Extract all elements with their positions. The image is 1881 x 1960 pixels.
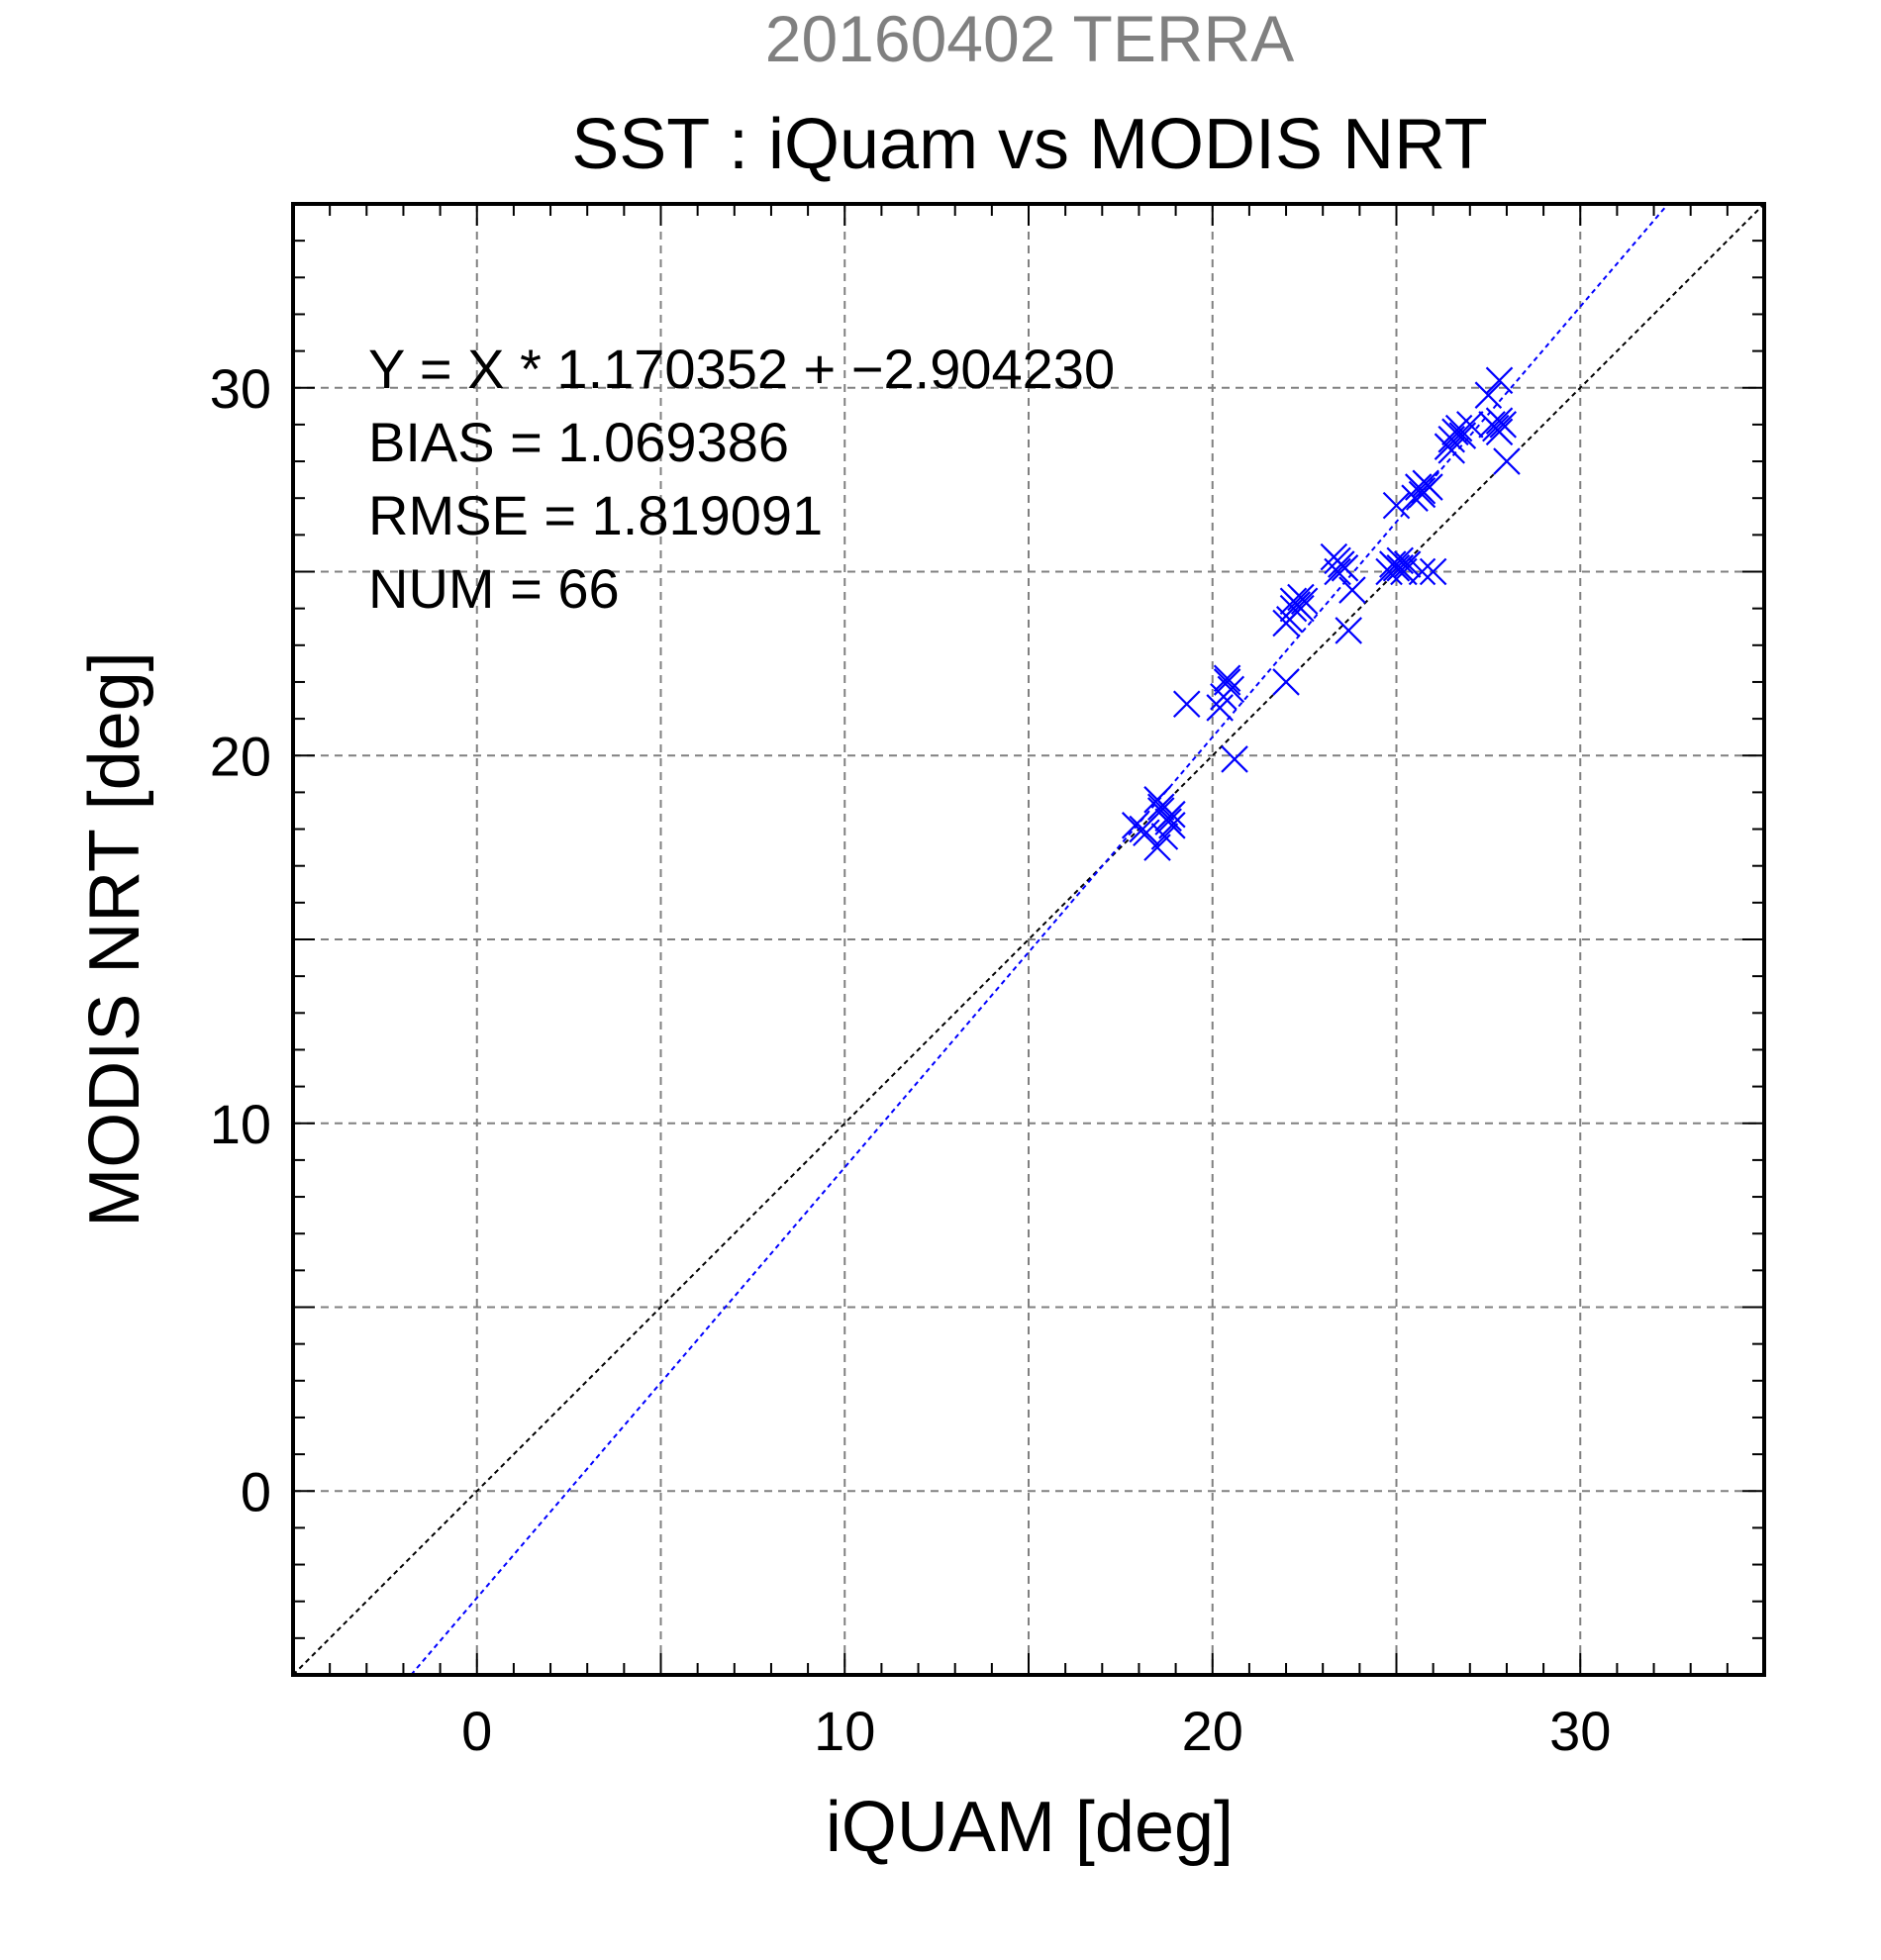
data-point	[1419, 557, 1447, 586]
x-tick-label: 20	[1182, 1700, 1243, 1762]
data-point	[1146, 793, 1175, 822]
data-point	[1213, 664, 1241, 693]
y-tick-label: 0	[241, 1460, 271, 1522]
data-point	[1489, 411, 1518, 439]
data-point	[1444, 414, 1473, 442]
rmse-value: RMSE = 1.819091	[368, 484, 823, 546]
data-point	[1375, 557, 1403, 586]
x-tick-label: 0	[461, 1700, 492, 1762]
data-point	[1331, 554, 1359, 582]
data-point	[1272, 668, 1300, 696]
data-point	[1485, 366, 1514, 395]
data-point	[1386, 554, 1414, 582]
y-tick-label: 20	[210, 725, 271, 787]
data-point	[1485, 418, 1514, 446]
x-tick-label: 30	[1549, 1700, 1611, 1762]
chart-title: SST : iQuam vs MODIS NRT	[571, 105, 1488, 184]
x-axis-label: iQUAM [deg]	[826, 1788, 1234, 1867]
data-point	[1338, 576, 1366, 604]
data-point	[1382, 491, 1411, 520]
data-point	[1437, 437, 1465, 464]
stats-box: Y = X * 1.170352 + −2.904230 BIAS = 1.06…	[368, 338, 1115, 620]
plot-frame	[291, 202, 1766, 1677]
num-value: NUM = 66	[368, 557, 620, 620]
data-point	[1210, 683, 1238, 711]
y-tick-label: 30	[210, 357, 271, 420]
y-tick-label: 10	[210, 1093, 271, 1155]
data-point	[1401, 484, 1429, 512]
data-point	[1275, 606, 1304, 634]
data-point	[1493, 447, 1521, 475]
data-point	[1221, 745, 1248, 773]
data-point	[1324, 557, 1351, 586]
data-point	[1133, 819, 1160, 847]
data-point	[1408, 480, 1436, 509]
reference-lines	[292, 203, 1765, 1676]
data-point	[1154, 808, 1182, 835]
bias-value: BIAS = 1.069386	[368, 411, 789, 473]
chart-top-title: 20160402 TERRA	[765, 2, 1294, 75]
data-points	[1121, 366, 1521, 861]
data-point	[1206, 694, 1234, 722]
data-point	[1382, 554, 1411, 582]
grid-layer	[293, 204, 1764, 1675]
x-tick-label: 10	[814, 1700, 875, 1762]
line-fit	[410, 203, 1669, 1676]
data-point	[1474, 381, 1503, 409]
data-point	[1393, 550, 1422, 578]
fit-equation: Y = X * 1.170352 + −2.904230	[368, 338, 1115, 400]
data-point	[1279, 594, 1308, 623]
y-axis-label: MODIS NRT [deg]	[75, 651, 154, 1227]
data-point	[1172, 690, 1201, 719]
data-point	[1448, 422, 1477, 449]
data-point	[1408, 557, 1436, 586]
data-point	[1335, 617, 1362, 644]
